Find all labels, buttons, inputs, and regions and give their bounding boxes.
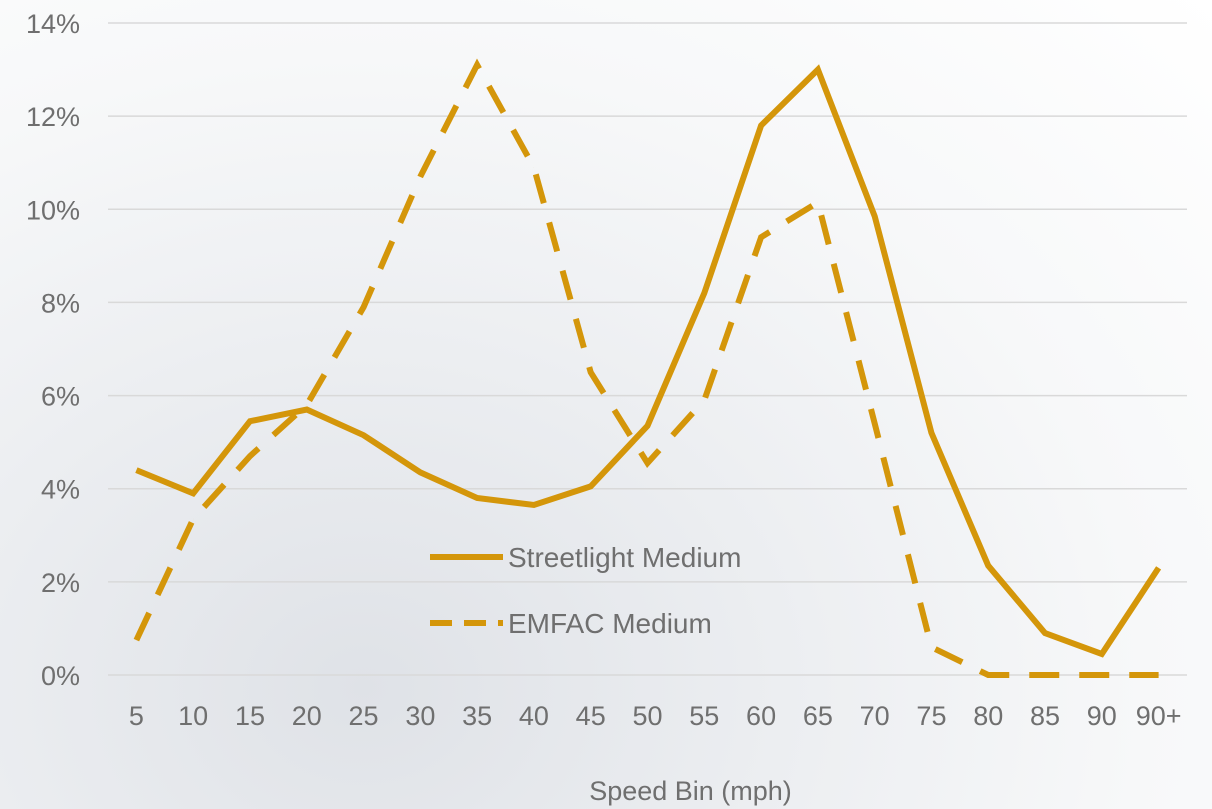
series-lines bbox=[133, 58, 1162, 678]
x-tick-label: 60 bbox=[746, 701, 776, 731]
x-tick-label: 90 bbox=[1087, 701, 1117, 731]
x-tick-label: 65 bbox=[803, 701, 833, 731]
x-tick-label: 50 bbox=[632, 701, 662, 731]
legend: Streetlight Medium EMFAC Medium bbox=[430, 542, 741, 639]
x-tick-label: 85 bbox=[1030, 701, 1060, 731]
gridlines bbox=[108, 22, 1187, 676]
y-tick-label: 8% bbox=[41, 288, 80, 318]
y-tick-label: 4% bbox=[41, 475, 80, 505]
x-tick-label: 15 bbox=[235, 701, 265, 731]
x-tick-label: 10 bbox=[178, 701, 208, 731]
x-tick-label: 55 bbox=[689, 701, 719, 731]
y-axis-tick-labels: 0% 2% 4% 6% 8% 10% 12% 14% bbox=[26, 9, 80, 691]
x-tick-label: 40 bbox=[519, 701, 549, 731]
x-tick-label: 45 bbox=[576, 701, 606, 731]
y-tick-label: 12% bbox=[26, 102, 80, 132]
x-tick-label: 75 bbox=[916, 701, 946, 731]
x-axis-title: Speed Bin (mph) bbox=[589, 776, 792, 806]
x-tick-label: 90+ bbox=[1136, 701, 1182, 731]
x-tick-label: 80 bbox=[973, 701, 1003, 731]
x-tick-label: 35 bbox=[462, 701, 492, 731]
legend-label-streetlight-medium: Streetlight Medium bbox=[508, 542, 741, 573]
x-tick-label: 20 bbox=[292, 701, 322, 731]
legend-label-emfac-medium: EMFAC Medium bbox=[508, 608, 712, 639]
x-tick-label: 25 bbox=[349, 701, 379, 731]
y-tick-label: 0% bbox=[41, 661, 80, 691]
y-tick-label: 10% bbox=[26, 195, 80, 225]
x-tick-label: 5 bbox=[129, 701, 144, 731]
x-axis-tick-labels: 5 10 15 20 25 30 35 40 45 50 55 60 65 70 75 80 85 90 90+ bbox=[129, 701, 1182, 731]
y-tick-label: 2% bbox=[41, 568, 80, 598]
x-tick-label: 70 bbox=[860, 701, 890, 731]
y-tick-label: 14% bbox=[26, 9, 80, 39]
y-tick-label: 6% bbox=[41, 382, 80, 412]
x-tick-label: 30 bbox=[405, 701, 435, 731]
